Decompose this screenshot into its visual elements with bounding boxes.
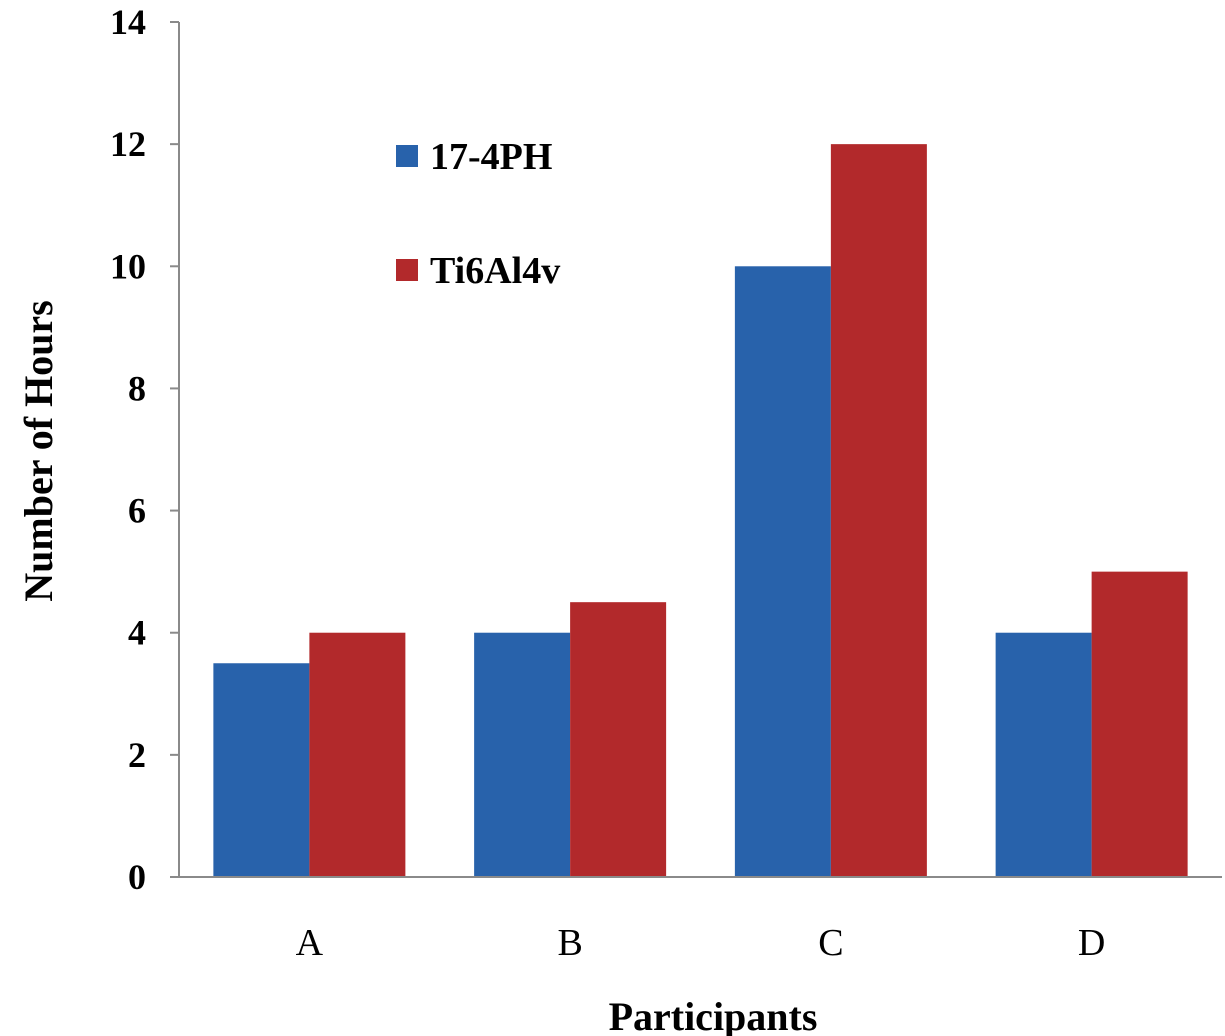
x-tick-label-D: D	[1078, 922, 1105, 964]
legend: 17-4PH Ti6Al4v	[396, 136, 560, 292]
bar-17-4PH-B	[474, 632, 571, 877]
y-tick-label-2: 2	[128, 735, 146, 775]
x-tick-label-B: B	[557, 922, 582, 964]
bar-17-4PH-C	[734, 266, 831, 877]
bar-Ti6Al4v-D	[1091, 571, 1188, 877]
x-tick-label-A: A	[296, 922, 324, 964]
labels-layer: Participants Number of Hours A B C D 0 2 4 6 8 10…	[16, 2, 1105, 1036]
y-axis-title: Number of Hours	[16, 300, 61, 601]
axes-layer	[170, 21, 1222, 878]
y-tick-label-0: 0	[128, 857, 146, 897]
bar-17-4PH-D	[995, 632, 1092, 877]
bar-Ti6Al4v-A	[309, 632, 406, 877]
y-tick-label-4: 4	[128, 613, 146, 653]
y-tick-label-6: 6	[128, 491, 146, 531]
legend-label-17-4PH: 17-4PH	[430, 136, 552, 178]
legend-swatch-Ti6Al4v	[396, 259, 418, 281]
bar-Ti6Al4v-B	[570, 602, 667, 877]
legend-swatch-17-4PH	[396, 145, 418, 167]
x-axis-title: Participants	[609, 994, 818, 1036]
y-tick-label-10: 10	[110, 246, 146, 286]
y-tick-label-14: 14	[110, 2, 146, 42]
y-tick-label-12: 12	[110, 124, 146, 164]
y-tick-label-8: 8	[128, 368, 146, 408]
bars-layer	[213, 144, 1188, 878]
bar-Ti6Al4v-C	[830, 144, 927, 878]
x-tick-label-C: C	[818, 922, 843, 964]
bar-17-4PH-A	[213, 663, 310, 877]
legend-label-Ti6Al4v: Ti6Al4v	[430, 250, 560, 292]
